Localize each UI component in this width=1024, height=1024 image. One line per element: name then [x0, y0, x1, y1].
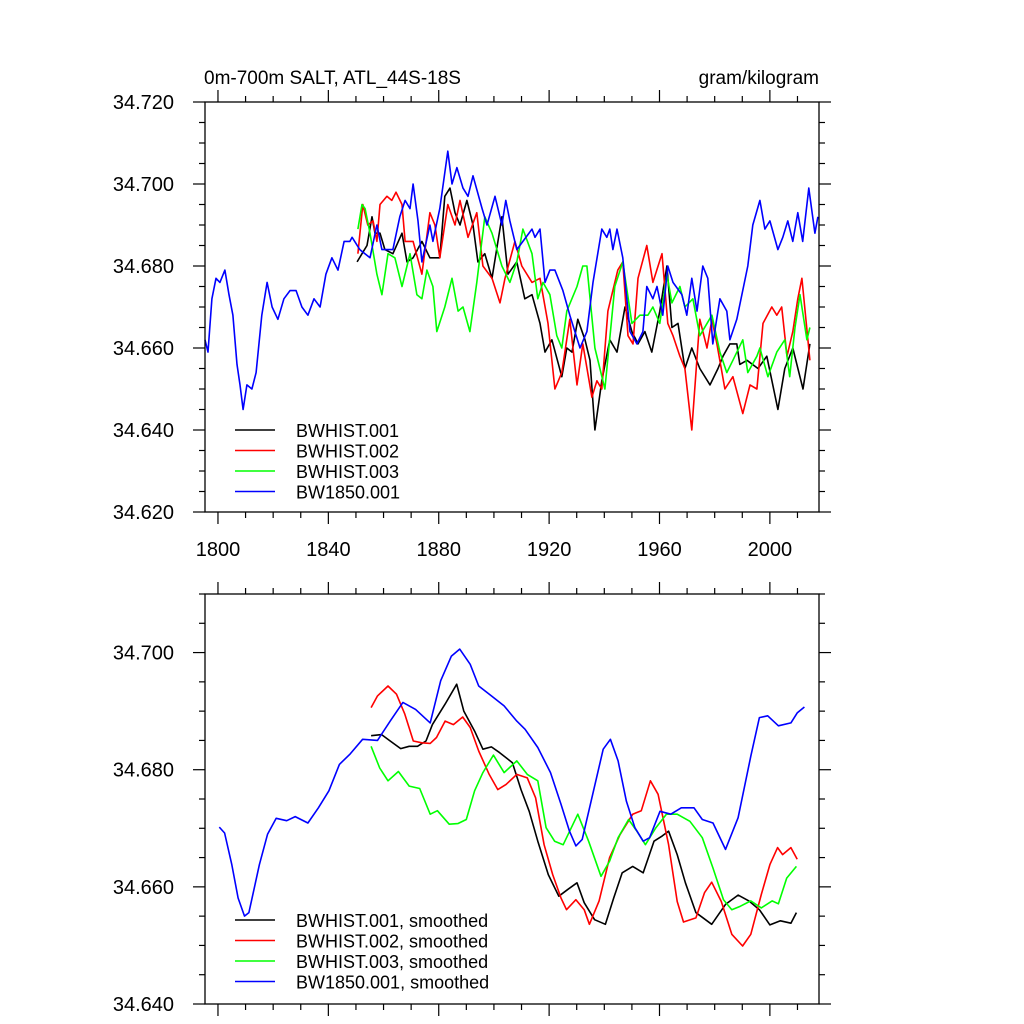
- x-tick-label: 1920: [527, 539, 572, 561]
- x-tick-label: 1840: [306, 539, 351, 561]
- x-tick-label: 1960: [637, 539, 682, 561]
- series-line-bwhist-003-smoothed: [370, 746, 798, 911]
- series-line-bwhist-001: [356, 187, 811, 431]
- top-panel: 0m-700m SALT, ATL_44S-18S gram/kilogram …: [113, 68, 831, 561]
- bottom-panel: 34.640 34.660 34.680 34.700 BWHIST.001, smoo…: [113, 582, 831, 1016]
- legend-label: BW1850.001: [296, 483, 400, 503]
- y-tick-label: 34.680: [113, 760, 174, 782]
- legend-label: BW1850.001, smoothed: [296, 973, 489, 993]
- series-line-bwhist-002: [357, 191, 811, 431]
- y-tick-label: 34.660: [113, 877, 174, 899]
- y-tick-label: 34.640: [113, 420, 174, 442]
- x-tick-label: 1880: [416, 539, 461, 561]
- y-tick-label: 34.700: [113, 174, 174, 196]
- y-tick-label: 34.660: [113, 338, 174, 360]
- legend-label: BWHIST.003, smoothed: [296, 952, 488, 972]
- title-right-units: gram/kilogram: [699, 68, 819, 89]
- legend-label: BWHIST.003: [296, 462, 399, 482]
- series-line-bwhist-003: [357, 203, 811, 390]
- y-tick-label: 34.640: [113, 994, 174, 1016]
- y-tick-label: 34.720: [113, 92, 174, 114]
- y-tick-label: 34.700: [113, 643, 174, 665]
- series-line-bwhist-002-smoothed: [370, 685, 798, 947]
- x-tick-label: 1800: [196, 539, 241, 561]
- title-left: 0m-700m SALT, ATL_44S-18S: [204, 68, 461, 89]
- y-tick-label: 34.620: [113, 502, 174, 524]
- legend-label: BWHIST.001: [296, 421, 399, 441]
- series-line-bw1850-001-smoothed: [218, 648, 805, 917]
- x-tick-label: 2000: [748, 539, 793, 561]
- y-tick-label: 34.680: [113, 256, 174, 278]
- legend-label: BWHIST.002: [296, 442, 399, 462]
- series-line-bw1850-001: [204, 150, 819, 411]
- legend-label: BWHIST.001, smoothed: [296, 911, 488, 931]
- legend-label: BWHIST.002, smoothed: [296, 932, 488, 952]
- series-line-bwhist-001-smoothed: [371, 683, 798, 926]
